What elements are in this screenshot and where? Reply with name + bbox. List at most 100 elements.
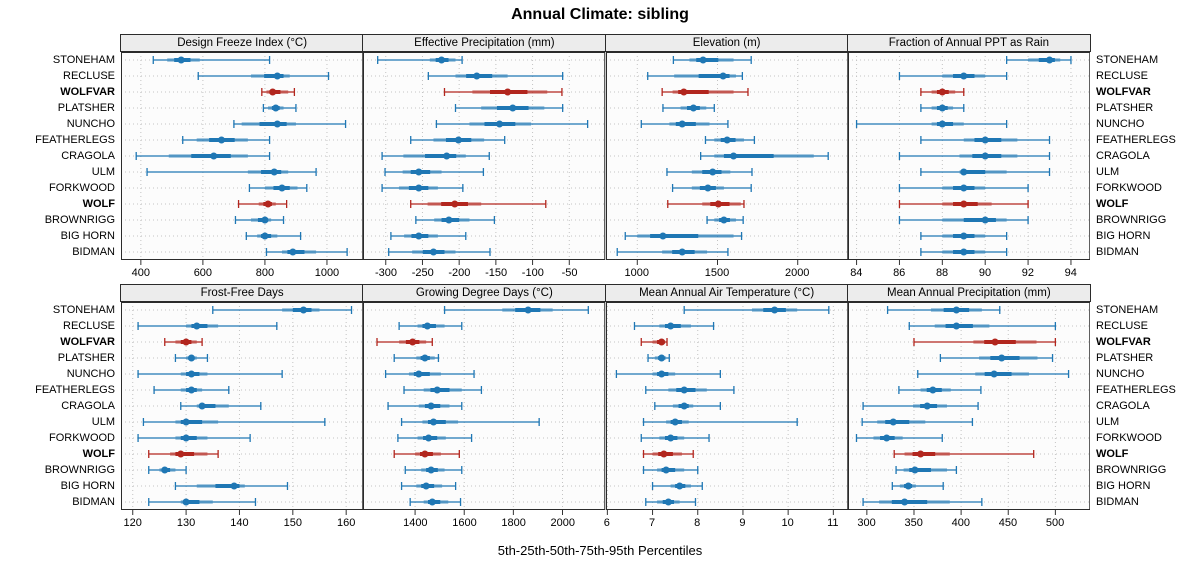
row-label-right: ULM: [1096, 166, 1120, 178]
interval-row-wolfvar: [261, 88, 296, 96]
interval-row-nuncho: [233, 120, 347, 128]
interval-row-wolfvar: [661, 88, 749, 96]
median-dot: [1045, 56, 1053, 64]
row-label-left: FEATHERLEGS: [35, 384, 115, 396]
median-dot: [425, 434, 433, 442]
axis-ticks: [414, 510, 564, 515]
interval-row-featherlegs: [919, 136, 1050, 144]
axis-ticks: [140, 260, 328, 265]
axis-tick-label: -200: [448, 267, 471, 279]
median-dot: [198, 402, 206, 410]
interval-row-wolf: [666, 200, 745, 208]
median-dot: [680, 386, 688, 394]
median-dot: [714, 200, 722, 208]
axis-tick-label: 10: [781, 517, 794, 529]
median-dot: [952, 306, 960, 314]
axis-tick-label: 1000: [314, 267, 340, 279]
row-label-left: CRAGOLA: [61, 150, 115, 162]
axis-tick-label: 2000: [550, 517, 575, 529]
median-dot: [662, 466, 670, 474]
axis-tick-label: 7: [648, 517, 656, 529]
interval-row-stoneham: [444, 306, 590, 314]
row-label-left: ULM: [91, 416, 115, 428]
median-dot: [193, 322, 201, 330]
interval-row-bidman: [862, 498, 983, 506]
median-dot: [299, 306, 307, 314]
row-label-right: BIG HORN: [1096, 230, 1151, 242]
interval-row-forkwood: [898, 184, 1029, 192]
row-label-right: WOLFVAR: [1096, 86, 1151, 98]
axis-tick-label: 88: [935, 267, 949, 279]
interval-row-wolf: [898, 200, 1029, 208]
row-label-right: RECLUSE: [1096, 70, 1148, 82]
interval-row-recluse: [137, 322, 278, 330]
median-dot: [938, 120, 946, 128]
interval-row-big-horn: [390, 232, 467, 240]
median-dot: [981, 152, 989, 160]
axis-tick-label: -50: [561, 267, 578, 279]
axis-tick-label: 140: [230, 517, 249, 529]
row-label-right: ULM: [1096, 416, 1120, 428]
median-dot: [729, 152, 737, 160]
axis-tick-label: 1400: [403, 517, 428, 529]
axis-tick-label: 500: [1045, 517, 1065, 529]
interval-row-cragola: [699, 152, 829, 160]
median-dot: [415, 168, 423, 176]
median-dot: [658, 232, 666, 240]
median-dot: [273, 120, 281, 128]
panel-design-freeze-index-c: [121, 52, 364, 260]
interval-row-featherlegs: [403, 386, 483, 394]
row-label-right: FORKWOOD: [1096, 432, 1162, 444]
median-dot: [421, 354, 429, 362]
axis-tick-label: -100: [521, 267, 544, 279]
interval-row-featherlegs: [153, 386, 230, 394]
interval-row-recluse: [908, 322, 1056, 330]
interval-row-ulm: [142, 418, 326, 426]
median-dot: [427, 466, 435, 474]
median-dot: [678, 120, 686, 128]
median-dot: [981, 136, 989, 144]
panel-mean-annual-precipitation-mm: [847, 302, 1090, 510]
median-dot: [182, 434, 190, 442]
interval-row-nuncho: [640, 120, 729, 128]
median-dot: [671, 418, 679, 426]
row-label-left: PLATSHER: [57, 352, 115, 364]
interval-row-wolf: [237, 200, 288, 208]
interval-row-nuncho: [137, 370, 283, 378]
interval-row-big-horn: [651, 482, 703, 490]
median-dot: [289, 248, 297, 256]
interval-row-wolf: [410, 200, 547, 208]
interval-row-ulm: [146, 168, 317, 176]
row-label-left: STONEHAM: [52, 54, 115, 66]
median-dot: [161, 466, 169, 474]
interval-row-recluse: [633, 322, 714, 330]
axis-tick-label: 130: [176, 517, 196, 529]
row-label-left: BIG HORN: [60, 480, 115, 492]
median-dot: [904, 482, 912, 490]
interval-row-recluse: [646, 72, 743, 80]
row-label-right: CRAGOLA: [1096, 150, 1150, 162]
row-label-right: NUNCHO: [1096, 368, 1145, 380]
interval-row-recluse: [427, 72, 564, 80]
row-label-left: FORKWOOD: [49, 432, 115, 444]
interval-row-bidman: [265, 248, 348, 256]
interval-row-bidman: [644, 498, 696, 506]
interval-row-wolf: [148, 450, 219, 458]
row-label-left: BROWNRIGG: [44, 464, 115, 476]
median-dot: [177, 56, 185, 64]
panel-elevation-m: [605, 52, 848, 260]
interval-row-platsher: [661, 104, 715, 112]
interval-row-nuncho: [615, 370, 721, 378]
median-dot: [889, 418, 897, 426]
interval-row-big-horn: [919, 232, 1008, 240]
interval-row-bidman: [409, 498, 462, 506]
interval-row-featherlegs: [898, 386, 982, 394]
interval-row-wolfvar: [640, 338, 668, 346]
interval-row-cragola: [381, 152, 491, 160]
median-dot: [445, 216, 453, 224]
interval-row-forkwood: [397, 434, 473, 442]
row-label-left: ULM: [91, 166, 115, 178]
row-label-right: FEATHERLEGS: [1096, 384, 1176, 396]
median-dot: [719, 216, 727, 224]
row-label-left: BROWNRIGG: [44, 214, 115, 226]
